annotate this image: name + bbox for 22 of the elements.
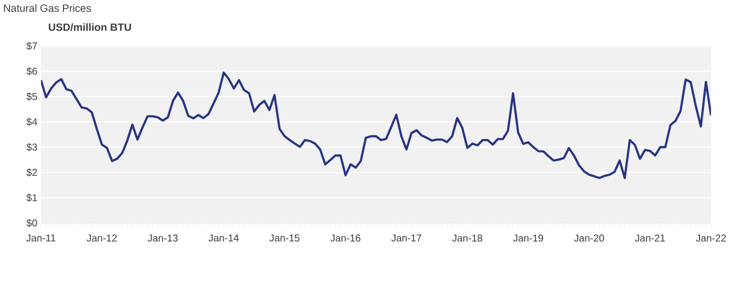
x-tick-label: Jan-21 xyxy=(634,234,665,242)
x-tick-label: Jan-19 xyxy=(513,234,544,242)
y-tick-label: $5 xyxy=(26,92,38,101)
x-tick-label: Jan-17 xyxy=(391,234,422,242)
y-tick-label: $0 xyxy=(26,218,38,228)
y-tick-label: $4 xyxy=(26,118,38,126)
x-tick-label: Jan-22 xyxy=(696,234,726,242)
y-tick-label: $3 xyxy=(26,143,38,152)
y-tick-label: $1 xyxy=(26,194,37,202)
chart-subtitle: USD/million BTU xyxy=(48,23,131,32)
x-tick-label: Jan-12 xyxy=(86,234,117,242)
x-tick-label: Jan-20 xyxy=(574,234,604,242)
x-tick-label: Jan-15 xyxy=(270,234,300,242)
x-tick-label: Jan-14 xyxy=(208,234,239,242)
x-tick-label: Jan-13 xyxy=(148,234,178,242)
chart-title: Natural Gas Prices xyxy=(4,4,91,12)
y-tick-label: $7 xyxy=(26,42,37,50)
x-tick-label: Jan-18 xyxy=(452,234,482,242)
x-tick-label: Jan-11 xyxy=(26,234,56,242)
y-tick-label: $2 xyxy=(26,168,37,176)
y-tick-label: $6 xyxy=(26,67,38,76)
x-tick-label: Jan-16 xyxy=(330,234,360,242)
